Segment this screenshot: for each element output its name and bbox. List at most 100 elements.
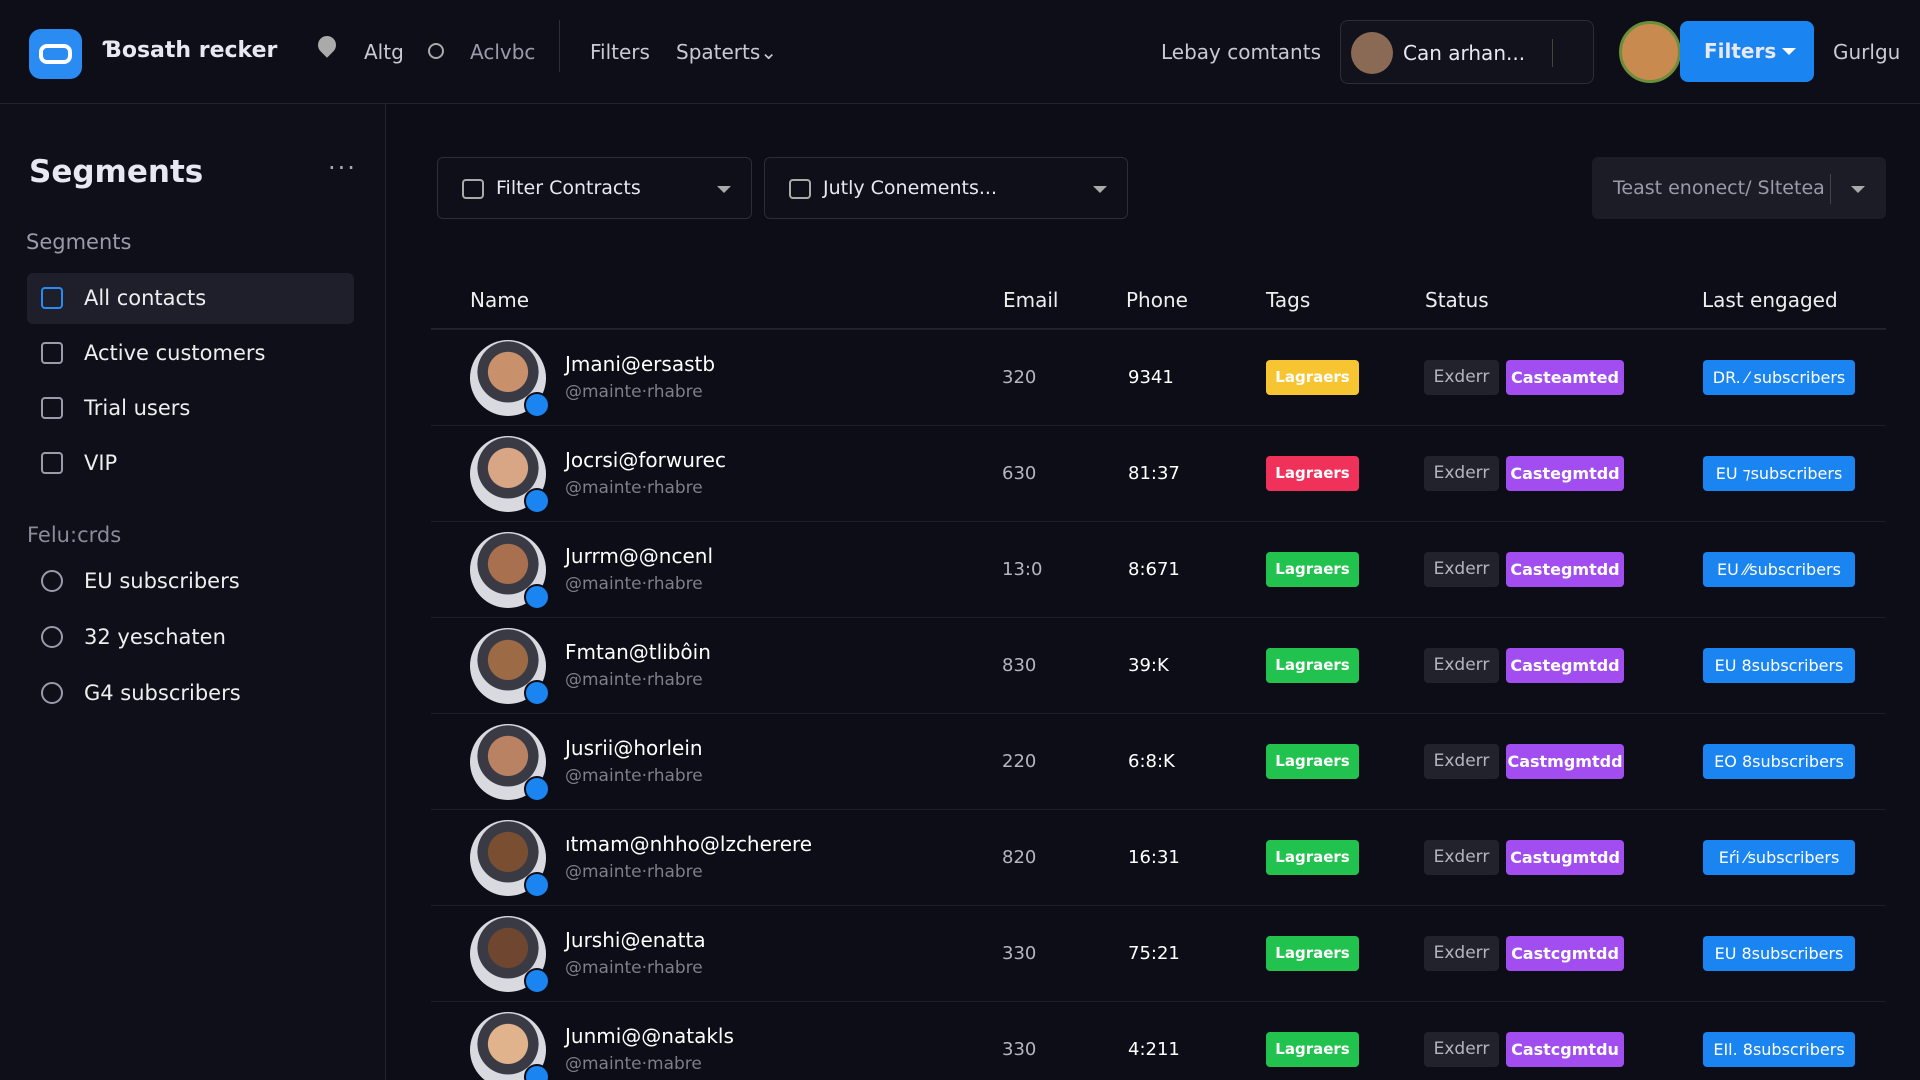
item-label: VIP [84, 451, 118, 475]
nav-item[interactable]: Gurlgu [1833, 40, 1901, 64]
table-row[interactable]: Jurshi@enatta @mainte·rhabre 330 75:21 Lagra… [431, 905, 1886, 1001]
item-label: Active customers [84, 341, 266, 365]
profile-avatar[interactable] [1619, 21, 1681, 83]
avatar [470, 724, 550, 802]
segment-badge: EU 8subscribers [1703, 648, 1855, 683]
contact-name: Jmani@ersastb [565, 352, 716, 376]
more-menu[interactable]: ··· [328, 154, 357, 182]
item-icon [41, 626, 63, 648]
table-row[interactable]: Fmtan@tlibôin @mainte·rhabre 830 39:K Lagrae… [431, 617, 1886, 713]
sidebar-item[interactable]: 32 yeschaten [27, 612, 354, 663]
button-label: Filters [1704, 39, 1777, 63]
contact-handle: @mainte·rhabre [565, 862, 703, 882]
column-header: Name [470, 288, 530, 312]
phone-cell: 81:37 [1128, 463, 1180, 484]
contact-handle: @mainte·rhabre [565, 382, 703, 402]
divider [559, 20, 560, 72]
filter-icon [789, 179, 811, 199]
column-header: Phone [1126, 288, 1188, 312]
contact-name: Jocrsi@forwurec [565, 448, 726, 472]
tag-badge: Lagraers [1266, 840, 1359, 875]
item-label: 32 yeschaten [84, 625, 226, 649]
state-badge: Casteamted [1506, 360, 1624, 395]
item-icon [41, 570, 63, 592]
item-icon [41, 287, 63, 309]
email-cell: 630 [1002, 463, 1037, 484]
contact-handle: @mainte·rhabre [565, 574, 703, 594]
item-label: EU subscribers [84, 569, 240, 593]
caret [717, 186, 731, 200]
state-badge: Castcgmtdu [1506, 1032, 1624, 1067]
state-badge: Castegmtdd [1506, 456, 1624, 491]
app-title: Ɓosath recker [104, 38, 278, 63]
caret [1093, 186, 1107, 200]
avatar [470, 628, 550, 706]
column-header: Tags [1266, 288, 1311, 312]
contact-name: Jurshi@enatta [565, 928, 706, 952]
divider [1552, 39, 1553, 67]
contact-handle: @mainte·rhabre [565, 670, 703, 690]
verified-badge [524, 392, 550, 418]
phone-cell: 75:21 [1128, 943, 1180, 964]
segment-badge: DR. ⁄ subscribers [1703, 360, 1855, 395]
logo-mark [39, 44, 72, 64]
nav-item[interactable]: Altg [364, 40, 404, 64]
sidebar-item[interactable]: Trial users [27, 383, 354, 434]
user-pill[interactable]: Can arhan... [1340, 20, 1594, 84]
sidebar-item[interactable]: VIP [27, 438, 354, 489]
table-row[interactable]: ıtmam@nhho@lzcherere @mainte·rhabre 820 16:… [431, 809, 1886, 905]
sidebar-item[interactable]: G4 subscribers [27, 668, 354, 719]
nav-item[interactable]: Spaterts⌄ [676, 40, 778, 64]
state-badge: Castcgmtdd [1506, 936, 1624, 971]
item-icon [41, 452, 63, 474]
phone-cell: 6:8:K [1128, 751, 1175, 772]
email-cell: 330 [1002, 943, 1037, 964]
avatar [470, 916, 550, 994]
tag-badge: Lagraers [1266, 360, 1359, 395]
contact-name: Fmtan@tlibôin [565, 640, 711, 664]
verified-badge [524, 584, 550, 610]
tag-badge: Lagraers [1266, 456, 1359, 491]
column-header: Last engaged [1702, 288, 1838, 312]
caret [1851, 186, 1865, 200]
table-row[interactable]: Jocrsi@forwurec @mainte·rhabre 630 81:37 Lag… [431, 425, 1886, 521]
table-row[interactable]: Junmi@@natakls @mainte·mabre 330 4:211 Lagra… [431, 1001, 1886, 1080]
state-badge: Castegmtdd [1506, 648, 1624, 683]
segment-badge: EU 8subscribers [1703, 936, 1855, 971]
filter-dropdown[interactable]: Jutly Conements... [764, 157, 1128, 219]
contact-handle: @mainte·rhabre [565, 958, 703, 978]
status-badge: Exderr [1424, 840, 1499, 875]
state-badge: Castugmtdd [1506, 840, 1624, 875]
filter-dropdown[interactable]: Teast enonect/ Sltetea [1592, 157, 1886, 219]
verified-badge [524, 872, 550, 898]
table-row[interactable]: Jmani@ersastb @mainte·rhabre 320 9341 Lagrae… [431, 329, 1886, 425]
contact-handle: @mainte·rhabre [565, 478, 703, 498]
section-label: Segments [26, 230, 132, 254]
filters-button[interactable]: Filters [1680, 21, 1814, 82]
sidebar-item[interactable]: All contacts [27, 273, 354, 324]
status-badge: Exderr [1424, 1032, 1499, 1067]
nav-item[interactable]: Filters [590, 40, 650, 64]
filter-label: Teast enonect/ Sltetea [1613, 177, 1825, 199]
state-badge: Castmgmtdd [1506, 744, 1624, 779]
email-cell: 13:0 [1002, 559, 1043, 580]
avatar [470, 1012, 550, 1080]
tag-badge: Lagraers [1266, 648, 1359, 683]
table-row[interactable]: Jusrii@horlein @mainte·rhabre 220 6:8:K Lagr… [431, 713, 1886, 809]
status-badge: Exderr [1424, 648, 1499, 683]
nav-link[interactable]: Lebay comtants [1161, 40, 1321, 64]
nav-item[interactable]: Aclvbc [470, 40, 536, 64]
sidebar-item[interactable]: EU subscribers [27, 556, 354, 607]
filter-dropdown[interactable]: Filter Contracts [437, 157, 752, 219]
segment-badge: Eŕi ⁄subscribers [1703, 840, 1855, 875]
divider [1830, 174, 1831, 204]
phone-cell: 39:K [1128, 655, 1169, 676]
tag-badge: Lagraers [1266, 936, 1359, 971]
phone-cell: 16:31 [1128, 847, 1180, 868]
verified-badge [524, 488, 550, 514]
sidebar-item[interactable]: Active customers [27, 328, 354, 379]
table-row[interactable]: Jurrm@@ncenl @mainte·rhabre 13:0 8:671 Lagra… [431, 521, 1886, 617]
contact-name: Junmi@@natakls [565, 1024, 734, 1048]
user-name: Can arhan... [1403, 41, 1526, 65]
caret [1782, 48, 1796, 62]
